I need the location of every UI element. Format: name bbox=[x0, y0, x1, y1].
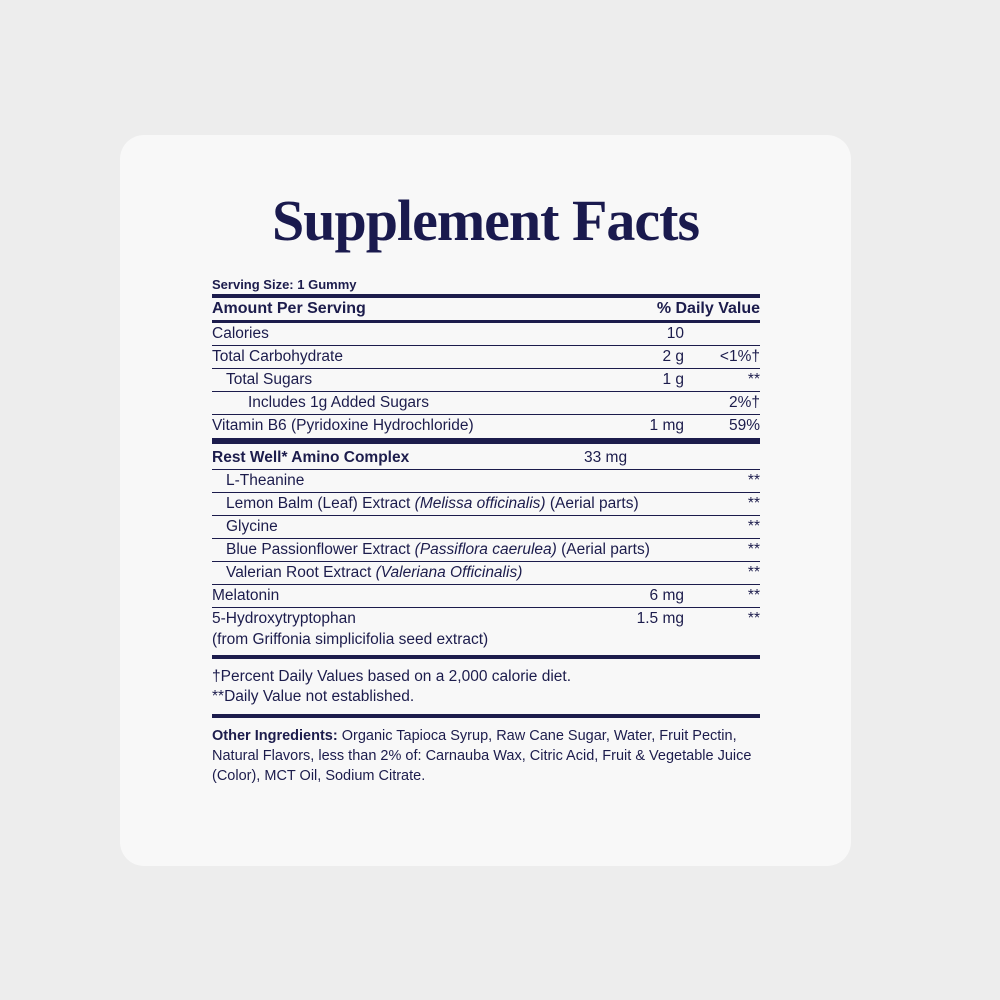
divider bbox=[212, 438, 760, 444]
nutrient-source: (from Griffonia simplicifolia seed extra… bbox=[212, 631, 489, 648]
divider bbox=[212, 714, 760, 718]
complex-row: Rest Well* Amino Complex 33 mg bbox=[212, 447, 760, 470]
amount-header: Amount Per Serving bbox=[212, 300, 366, 317]
nutrient-row: Melatonin 6 mg ** bbox=[212, 585, 760, 608]
nutrient-amount: 6 mg bbox=[649, 587, 684, 604]
nutrient-amount: 1 g bbox=[662, 371, 684, 388]
nutrient-name: Total Sugars bbox=[226, 371, 313, 388]
dv-header: % Daily Value bbox=[656, 300, 760, 317]
nutrient-dv: ** bbox=[747, 587, 760, 604]
nutrient-dv: <1%† bbox=[719, 348, 760, 365]
ingredient-name: Valerian Root Extract bbox=[226, 564, 376, 581]
nutrient-name: Calories bbox=[212, 325, 269, 342]
other-ingredients-label: Other Ingredients: bbox=[212, 728, 338, 744]
nutrient-row: Total Carbohydrate 2 g <1%† bbox=[212, 346, 760, 369]
divider bbox=[212, 294, 760, 298]
footnote: †Percent Daily Values based on a 2,000 c… bbox=[212, 668, 572, 685]
nutrient-name: Total Carbohydrate bbox=[212, 348, 343, 365]
nutrient-name: Melatonin bbox=[212, 587, 280, 604]
nutrient-amount: 1.5 mg bbox=[636, 610, 684, 627]
serving-size: Serving Size: 1 Gummy bbox=[212, 277, 357, 292]
ingredient-name: Lemon Balm (Leaf) Extract bbox=[226, 495, 415, 512]
footnote: **Daily Value not established. bbox=[212, 688, 415, 705]
complex-name: Rest Well* Amino Complex bbox=[212, 449, 410, 466]
ingredient-name: L-Theanine bbox=[226, 472, 305, 489]
nutrient-dv: 59% bbox=[728, 417, 760, 434]
ingredient-latin-name: (Passiflora caerulea) bbox=[414, 541, 557, 558]
ingredient-dv: ** bbox=[747, 518, 760, 535]
nutrient-dv: 2%† bbox=[728, 394, 760, 411]
nutrient-dv: ** bbox=[747, 371, 760, 388]
complex-amount: 33 mg bbox=[584, 449, 628, 466]
nutrient-row: Includes 1g Added Sugars 2%† bbox=[212, 392, 760, 415]
other-ingredients: Other Ingredients: Organic Tapioca Syrup… bbox=[212, 718, 760, 786]
ingredient-dv: ** bbox=[747, 472, 760, 489]
header-row: Amount Per Serving % Daily Value bbox=[212, 298, 760, 320]
ingredient-name: Glycine bbox=[226, 518, 278, 535]
page-title: Supplement Facts bbox=[271, 188, 700, 253]
complex-item-row: Valerian Root Extract (Valeriana Officin… bbox=[212, 562, 760, 585]
nutrient-row: Calories 10 bbox=[212, 323, 760, 346]
ingredient-dv: ** bbox=[747, 541, 760, 558]
ingredient-name: Blue Passionflower Extract bbox=[226, 541, 415, 558]
nutrient-dv: ** bbox=[747, 610, 760, 627]
footnotes: †Percent Daily Values based on a 2,000 c… bbox=[212, 659, 760, 714]
nutrient-amount: 2 g bbox=[662, 348, 684, 365]
nutrient-row: Vitamin B6 (Pyridoxine Hydrochloride) 1 m… bbox=[212, 415, 760, 437]
complex-item-row: Glycine ** bbox=[212, 516, 760, 539]
ingredient-dv: ** bbox=[747, 495, 760, 512]
divider bbox=[212, 320, 760, 323]
ingredient-part: (Aerial parts) bbox=[556, 541, 650, 558]
nutrient-name: Includes 1g Added Sugars bbox=[248, 394, 429, 411]
nutrient-name: Vitamin B6 (Pyridoxine Hydrochloride) bbox=[212, 417, 474, 434]
nutrient-name: 5-Hydroxytryptophan bbox=[212, 610, 356, 627]
other-ingredients-text: Organic Tapioca Syrup, Raw Cane Sugar, W… bbox=[212, 728, 752, 784]
ingredient-latin-name: (Melissa officinalis) bbox=[414, 495, 546, 512]
supplement-facts-card: Supplement Facts Serving Size: 1 Gummy A… bbox=[120, 135, 851, 866]
nutrient-row: Total Sugars 1 g ** bbox=[212, 369, 760, 392]
complex-item-row: L-Theanine ** bbox=[212, 470, 760, 493]
nutrient-amount: 1 mg bbox=[649, 417, 684, 434]
complex-item-row: Blue Passionflower Extract (Passiflora c… bbox=[212, 539, 760, 562]
ingredient-latin-name: (Valeriana Officinalis) bbox=[375, 564, 523, 581]
facts-panel: Serving Size: 1 Gummy Amount Per Serving… bbox=[212, 275, 760, 786]
ingredient-dv: ** bbox=[747, 564, 760, 581]
divider bbox=[212, 655, 760, 659]
nutrient-amount bbox=[574, 392, 684, 414]
nutrient-row: 5-Hydroxytryptophan (from Griffonia simpl… bbox=[212, 608, 760, 654]
nutrient-dv bbox=[684, 323, 760, 345]
ingredient-part: (Aerial parts) bbox=[545, 495, 639, 512]
nutrient-amount: 10 bbox=[666, 325, 684, 342]
complex-item-row: Lemon Balm (Leaf) Extract (Melissa offic… bbox=[212, 493, 760, 516]
